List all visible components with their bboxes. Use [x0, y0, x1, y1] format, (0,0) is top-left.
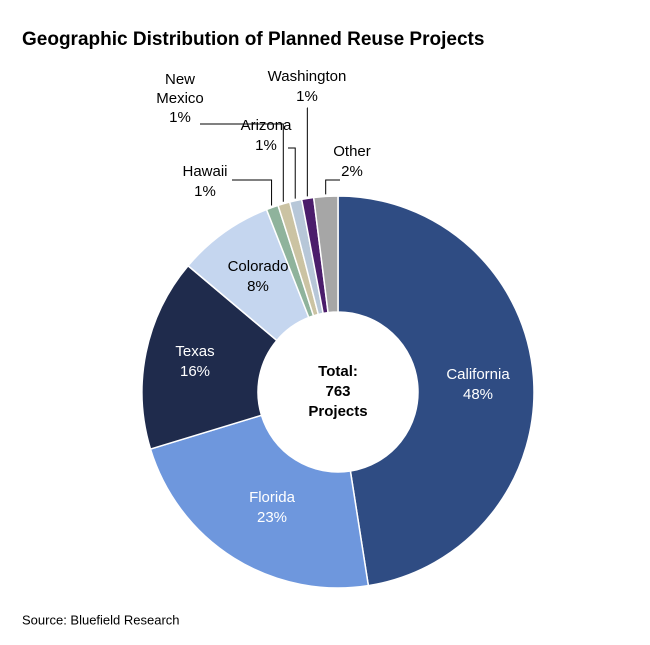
slice-label: New Mexico — [156, 71, 204, 107]
label-line: New — [165, 71, 195, 88]
value-label: 1% — [255, 137, 277, 154]
chart-title: Geographic Distribution of Planned Reuse… — [22, 29, 484, 50]
slice-label: Florida — [249, 489, 296, 506]
slice-label: Other — [333, 143, 371, 160]
leader-line — [232, 179, 273, 206]
slice — [337, 195, 535, 587]
slice-label: Colorado — [228, 258, 289, 275]
center-label: 763 — [325, 383, 350, 400]
value-label: 1% — [296, 88, 318, 105]
slice — [312, 195, 339, 314]
slice-label: Arizona — [241, 117, 293, 134]
slice — [149, 414, 370, 589]
leader-line — [288, 147, 296, 199]
value-label: 8% — [247, 278, 269, 295]
label-line: Mexico — [156, 90, 204, 107]
center-label: Total: — [318, 363, 358, 380]
value-label: 16% — [180, 363, 210, 380]
slice-label: Hawaii — [182, 163, 227, 180]
value-label: 2% — [341, 163, 363, 180]
slice-label: Texas — [175, 343, 214, 360]
source: Source: Bluefield Research — [22, 612, 180, 627]
leader-line — [325, 179, 340, 195]
slice-label: California — [446, 366, 510, 383]
center-label: Projects — [308, 403, 367, 420]
value-label: 23% — [257, 509, 287, 526]
value-label: 48% — [463, 386, 493, 403]
slice — [141, 264, 278, 451]
value-label: 1% — [169, 109, 191, 126]
slice-label: Washington — [268, 68, 347, 85]
leader-line — [200, 123, 284, 202]
value-label: 1% — [194, 183, 216, 200]
